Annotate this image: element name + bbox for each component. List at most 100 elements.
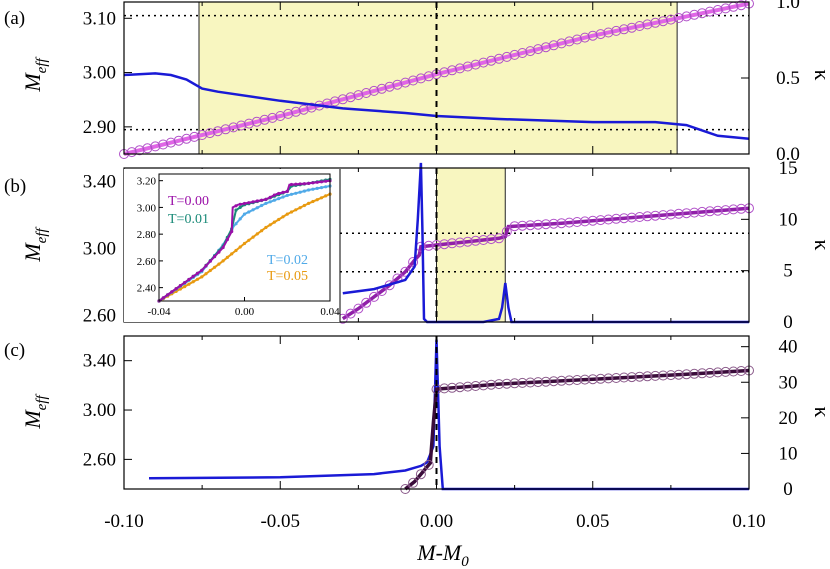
inset-marker-0	[251, 200, 255, 204]
inset-marker-3	[230, 252, 234, 256]
panel-a-meff-marker	[369, 85, 379, 96]
panel-b-meff-line	[341, 206, 750, 321]
panel-a-meff-marker	[181, 133, 192, 144]
inset-marker-2	[289, 192, 294, 196]
panel-c-meff-marker	[439, 383, 450, 394]
inset-y-tick-label: 2.60	[137, 256, 157, 268]
x-tick-label: 0.00	[420, 511, 453, 532]
panel-c-meff-marker	[681, 369, 692, 380]
inset-marker-3	[281, 215, 285, 219]
panel-b-meff-marker	[642, 211, 653, 222]
panel-a-meff-marker	[204, 128, 215, 139]
panel-a-meff-marker	[658, 16, 669, 27]
panel-b-meff-marker	[353, 303, 364, 314]
panel-c-right-tick-label: 40	[779, 337, 798, 358]
panel-a-meff-marker	[619, 24, 629, 35]
inset-marker-3	[298, 206, 302, 210]
inset-marker-2	[298, 190, 302, 194]
panel-b-meff-marker	[728, 204, 739, 215]
panel-c-meff-marker	[587, 374, 598, 385]
inset-marker-0	[281, 190, 285, 194]
panel-b-meff-marker	[673, 208, 684, 219]
inset-series-3	[158, 193, 331, 302]
panel-b-meff-marker	[595, 215, 606, 226]
panel-b-meff-marker	[665, 209, 676, 220]
panel-c-meff-marker	[423, 459, 434, 470]
inset-marker-0	[242, 201, 247, 206]
panel-b-left-tick-label: 2.60	[83, 305, 116, 326]
panel-a-meff-marker	[244, 118, 254, 129]
panel-b-meff-marker	[509, 221, 520, 232]
panel-b-meff-marker	[501, 226, 512, 237]
panel-b-left-tick-label: 3.00	[83, 238, 116, 259]
panel-a-meff-marker	[447, 65, 458, 76]
panel-b-meff-marker	[454, 237, 465, 248]
panel-a-y2-axis-label: κ	[810, 69, 830, 80]
inset-marker-0	[319, 180, 324, 184]
panel-a-meff-marker	[712, 5, 723, 15]
inset-marker-2	[319, 186, 324, 190]
inset-marker-0	[187, 277, 191, 282]
inset-marker-3	[217, 262, 221, 266]
inset-marker-3	[238, 245, 242, 249]
panel-c-meff-marker	[509, 378, 520, 389]
inset-marker-3	[247, 238, 251, 242]
panel-c-meff-marker	[533, 377, 544, 388]
panel-b-meff-marker	[619, 213, 629, 224]
panel-c-right-tick-label: 10	[779, 443, 798, 464]
panel-c-left-tick-label: 3.40	[83, 351, 116, 372]
inset-marker-0	[213, 255, 217, 259]
panel-a-meff-marker	[517, 48, 528, 58]
inset-marker-3	[311, 199, 315, 204]
panel-b-meff-marker	[556, 218, 567, 229]
shared-x-axis: -0.10 -0.05 0.00 0.05 0.10	[104, 511, 765, 532]
panel-b-meff-marker	[447, 238, 458, 249]
panel-b-meff-marker	[704, 206, 715, 217]
inset-marker-2	[251, 208, 255, 212]
inset-marker-3	[285, 212, 289, 216]
panel-a-y-axis-label: Meff	[20, 57, 50, 93]
panel-a-meff-marker	[384, 81, 395, 92]
panel-a-meff-marker	[228, 122, 239, 133]
panel-a-meff-marker	[165, 137, 176, 148]
panel-c-meff-marker	[470, 381, 481, 391]
inset-marker-3	[315, 198, 319, 202]
panel-b-meff-marker	[345, 308, 356, 319]
panel-a-meff-marker	[540, 42, 551, 53]
panel-a-meff-marker	[525, 46, 536, 57]
panel-b-meff-marker	[572, 217, 583, 227]
panel-c-meff-marker	[634, 371, 645, 382]
inset-marker-3	[259, 229, 264, 233]
inset-marker-3	[306, 201, 311, 205]
inset-marker-3	[187, 282, 191, 286]
inset-marker-3	[272, 220, 276, 224]
panel-b-meff-marker	[494, 233, 504, 244]
panel-c-meff-marker	[548, 376, 559, 387]
panel-b-right-tick-label: 5	[783, 261, 793, 282]
panel-c-meff-line	[404, 368, 750, 491]
panel-c-kappa-line	[148, 339, 749, 491]
panel-a-meff-marker	[236, 120, 247, 131]
inset-marker-3	[264, 225, 268, 230]
panel-a-right-tick-label: 0.0	[776, 144, 800, 165]
panel-b-right-tick-label: 10	[779, 209, 798, 230]
inset-marker-0	[264, 197, 268, 201]
inset-legend-2: T=0.02	[267, 253, 308, 268]
inset-legend-1: T=0.01	[168, 212, 209, 227]
panel-b-meff-marker	[525, 220, 536, 231]
panel-a-meff-marker	[197, 130, 208, 140]
inset-marker-0	[298, 182, 302, 186]
panel-b-kappa-line	[342, 162, 749, 324]
panel-c-meff-marker	[658, 370, 669, 381]
panel-a-meff-marker	[665, 14, 676, 25]
panel-a-meff-marker	[611, 25, 622, 36]
inset-marker-3	[268, 223, 272, 227]
panel-b-left-tick-label: 3.40	[83, 171, 116, 192]
inset-marker-0	[294, 182, 298, 186]
inset-legend-0: T=0.00	[168, 194, 209, 209]
panel-b-meff-marker	[720, 205, 731, 216]
panel-c-meff-marker	[447, 382, 458, 393]
inset-marker-0	[170, 290, 174, 294]
panel-b-meff-marker	[439, 239, 450, 250]
panel-b-meff-marker	[423, 240, 434, 251]
